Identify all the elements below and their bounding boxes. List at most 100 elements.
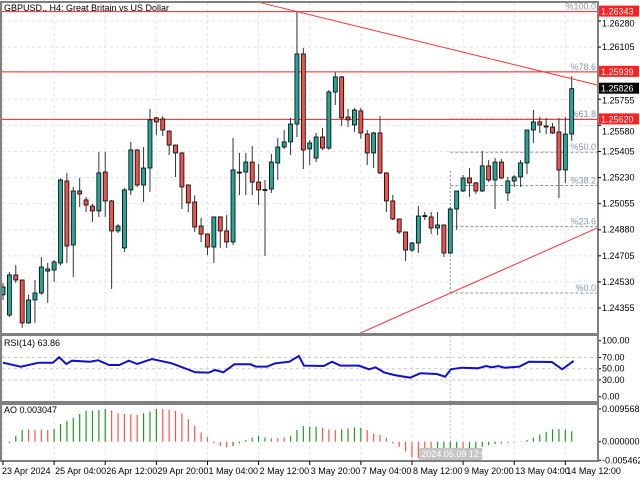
candle (454, 190, 460, 231)
candle (211, 216, 217, 263)
price-tick-label: 1.24530 (602, 277, 635, 287)
bull-candle-body (115, 225, 121, 232)
bear-candle-body (473, 182, 479, 192)
ao-tick-label: -0.005462 (602, 455, 640, 465)
candle (300, 47, 306, 170)
candle (83, 196, 89, 212)
time-axis[interactable]: 23 Apr 2024 25 Apr 04:00 26 Apr 12:00 29 Ap… (2, 448, 621, 476)
bull-candle-body (313, 136, 319, 159)
bull-candle-body (70, 190, 76, 246)
candle (268, 153, 274, 193)
candle (19, 279, 25, 328)
bear-candle-body (224, 230, 230, 243)
price-tick-label: 1.24705 (602, 251, 635, 261)
bear-candle-body (102, 171, 108, 202)
current-price-label: 1.25826 (601, 84, 634, 94)
bear-candle-body (486, 165, 492, 181)
candle (173, 144, 178, 177)
candle (467, 168, 472, 197)
bull-candle-body (45, 268, 51, 272)
bear-candle-body (467, 177, 472, 184)
bull-candle-body (51, 261, 57, 271)
candle (518, 159, 523, 187)
rsi-line (2, 354, 575, 379)
bear-candle-body (77, 190, 83, 195)
bear-candle-body (396, 218, 402, 233)
bull-candle-body (275, 146, 281, 164)
level-price-tag[interactable] (599, 65, 639, 77)
chart-title: GBPUSD., H4: Great Britain vs US Dollar (4, 3, 169, 13)
bear-candle-body (345, 116, 351, 121)
bear-candle-body (198, 225, 204, 235)
panel-border (0, 1, 599, 335)
candle (205, 233, 210, 256)
bull-candle-body (58, 179, 63, 264)
time-label: 13 May 04:00 (515, 466, 570, 476)
bull-candle-body (147, 119, 153, 169)
candle (460, 175, 466, 193)
candle (313, 132, 319, 163)
candle (390, 194, 396, 221)
bull-candle-body (524, 129, 530, 164)
horizontal-levels[interactable] (2, 11, 598, 120)
trendlines[interactable] (257, 1, 598, 334)
candle (237, 152, 242, 195)
bear-candle-body (90, 205, 95, 212)
fib-level-label: %100.0 (565, 2, 596, 12)
level-price-tag[interactable] (599, 5, 639, 17)
candle (275, 138, 281, 180)
candle (505, 176, 511, 201)
candle (90, 203, 95, 222)
candle (179, 152, 185, 210)
time-label: 29 Apr 20:00 (157, 466, 208, 476)
candle (556, 117, 562, 198)
candle (13, 264, 19, 283)
bull-candle-body (294, 53, 300, 125)
panel-frames (0, 1, 599, 462)
price-axis[interactable]: 1.26280 1.26105 1.25755 1.25580 1.25405 1.252… (598, 5, 639, 313)
candle (352, 107, 357, 132)
rsi-tick-label: 70.00 (602, 353, 625, 363)
price-tick-label: 1.25230 (602, 173, 635, 183)
bear-candle-body (109, 200, 115, 232)
candle (128, 141, 134, 195)
candle (345, 108, 351, 128)
bull-candle-body (352, 109, 357, 126)
trendline[interactable] (257, 1, 598, 86)
bear-candle-body (377, 132, 383, 174)
candle (550, 122, 555, 135)
level-price-tag[interactable] (599, 113, 639, 125)
candle (415, 206, 421, 253)
bull-candle-body (326, 91, 332, 149)
candle (326, 90, 332, 150)
bull-candle-body (237, 171, 242, 174)
candle (243, 152, 249, 195)
bull-candle-body (122, 189, 127, 249)
bull-candle-body (230, 169, 236, 243)
fibonacci-retracement[interactable]: %100.0 %78.6 %61.8 %50.0 %38.2 %23.6 %0.0 (449, 2, 598, 294)
time-label: 26 Apr 12:00 (106, 466, 157, 476)
bull-candle-body (511, 176, 517, 182)
bear-candle-body (173, 144, 178, 154)
bear-candle-body (192, 201, 198, 228)
candle (294, 11, 300, 137)
candle (262, 179, 268, 256)
bull-candle-body (307, 142, 313, 150)
current-price-tag (599, 82, 639, 94)
candle (383, 172, 389, 212)
rsi-label: RSI(14) 63.86 (4, 338, 60, 348)
candle (364, 129, 370, 166)
bear-candle-body (185, 184, 191, 204)
candle (332, 71, 338, 105)
bear-candle-body (134, 149, 140, 186)
candle (32, 279, 38, 323)
candle (122, 187, 127, 252)
trendline[interactable] (359, 227, 598, 334)
bear-candle-body (358, 110, 364, 134)
price-tick-label: 1.24880 (602, 225, 635, 235)
bull-candle-body (211, 216, 217, 248)
candle (569, 76, 575, 142)
fib-level-label: %61.8 (570, 109, 596, 119)
candle (6, 271, 12, 317)
